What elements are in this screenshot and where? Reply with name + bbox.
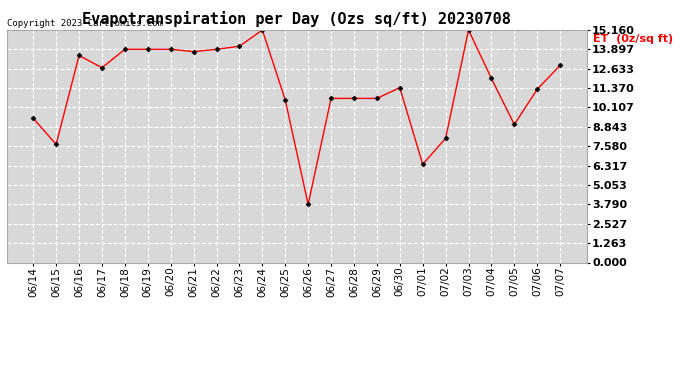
Text: Copyright 2023 Cartronics.com: Copyright 2023 Cartronics.com xyxy=(7,19,163,28)
Title: Evapotranspiration per Day (Ozs sq/ft) 20230708: Evapotranspiration per Day (Ozs sq/ft) 2… xyxy=(82,12,511,27)
Text: ET  (0z/sq ft): ET (0z/sq ft) xyxy=(593,34,673,44)
